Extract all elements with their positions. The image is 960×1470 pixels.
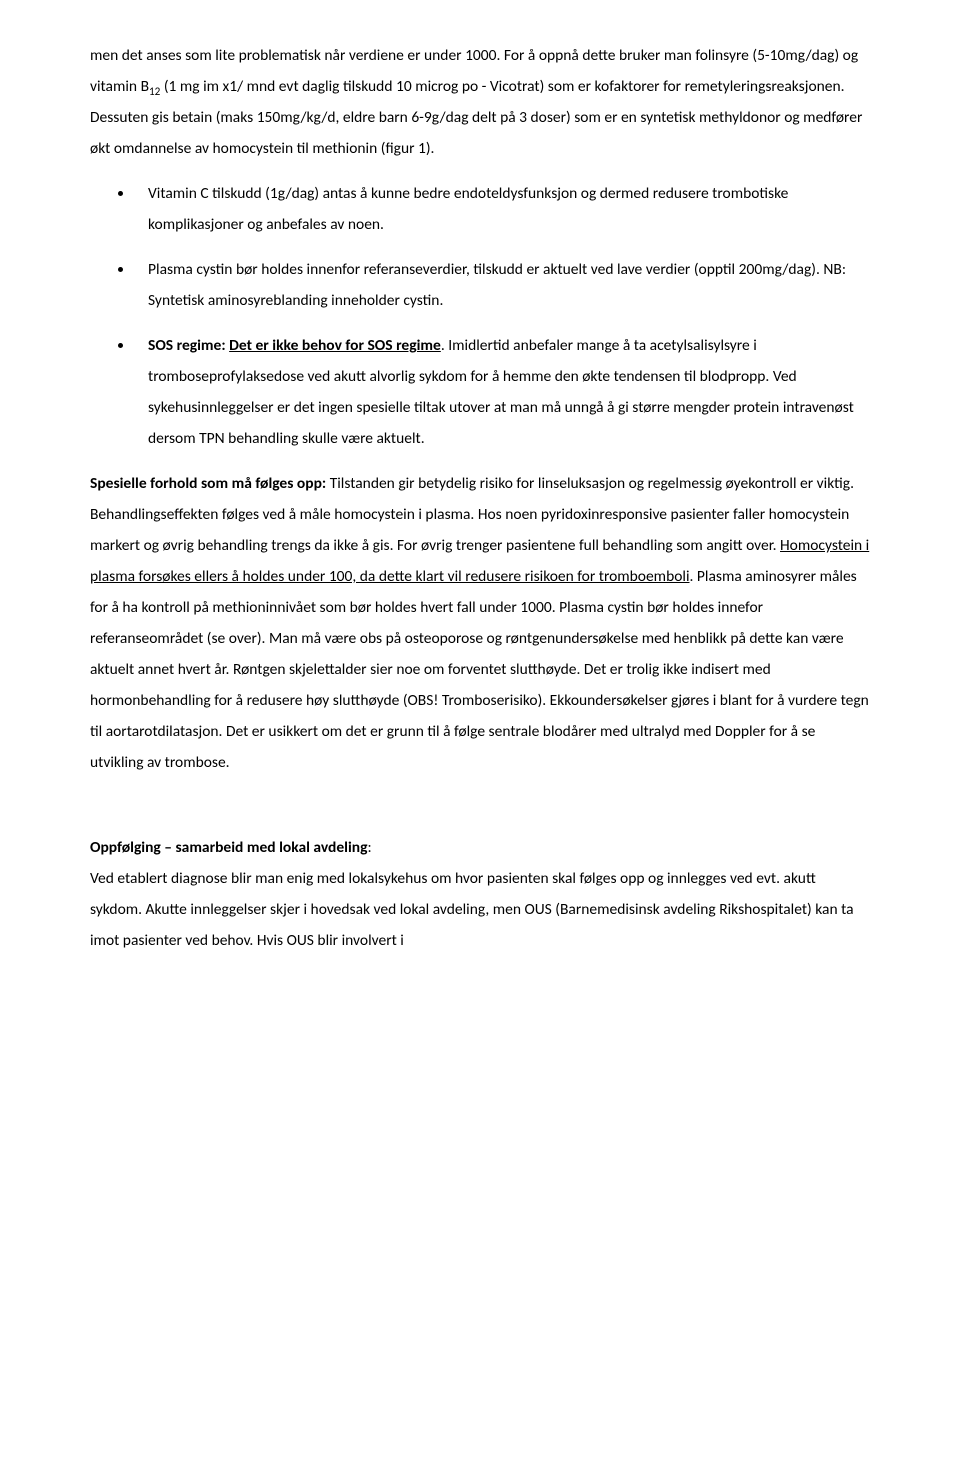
para1-text-post: (1 mg im x1/ mnd evt daglig tilskudd 10 … <box>90 77 862 158</box>
bullet-item: Plasma cystin bør holdes innenfor refera… <box>134 254 870 316</box>
section2-label: Spesielle forhold som må følges opp: <box>90 474 330 493</box>
section3-body-text: Ved etablert diagnose blir man enig med … <box>90 869 854 950</box>
document-page: men det anses som lite problematisk når … <box>0 0 960 1010</box>
bullet-run: Vitamin C tilskudd (1g/dag) antas å kunn… <box>148 184 788 234</box>
bullet-list: Vitamin C tilskudd (1g/dag) antas å kunn… <box>90 178 870 454</box>
paragraph-intro: men det anses som lite problematisk når … <box>90 40 870 164</box>
bullet-run: SOS regime: <box>148 336 229 355</box>
section3-colon: : <box>367 838 371 857</box>
spacer <box>90 792 870 832</box>
section-oppfolging-heading: Oppfølging – samarbeid med lokal avdelin… <box>90 832 870 863</box>
section3-heading: Oppfølging – samarbeid med lokal avdelin… <box>90 838 367 857</box>
bullet-run: Det er ikke behov for SOS regime <box>229 336 441 355</box>
bullet-item: Vitamin C tilskudd (1g/dag) antas å kunn… <box>134 178 870 240</box>
section2-run: . Plasma aminosyrer måles for å ha kontr… <box>90 567 869 772</box>
section-spesielle-forhold: Spesielle forhold som må følges opp: Til… <box>90 468 870 778</box>
bullet-item: SOS regime: Det er ikke behov for SOS re… <box>134 330 870 454</box>
bullet-run: Plasma cystin bør holdes innenfor refera… <box>148 260 846 310</box>
section-oppfolging-body: Ved etablert diagnose blir man enig med … <box>90 863 870 956</box>
section2-body: Tilstanden gir betydelig risiko for lins… <box>90 474 869 772</box>
para1-subscript: 12 <box>149 84 160 98</box>
